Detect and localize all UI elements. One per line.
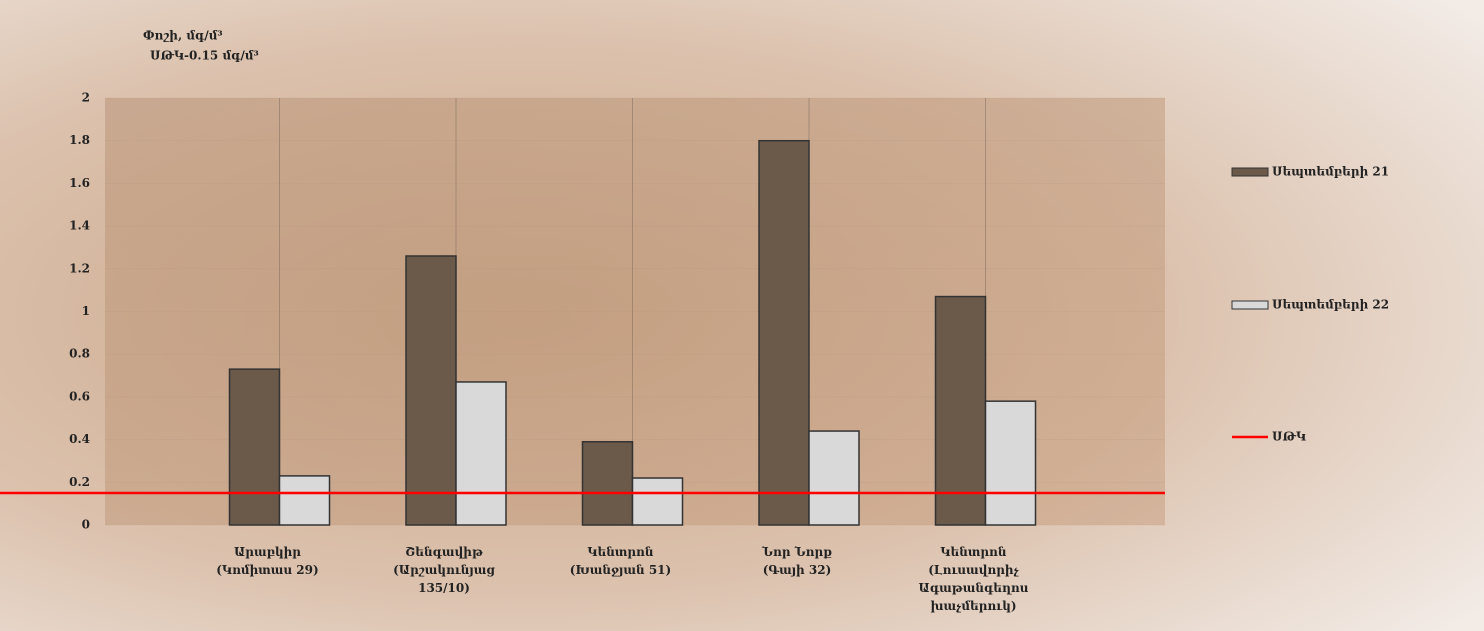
y-tick-label: 1.4 — [69, 219, 90, 233]
y-tick-label: 0 — [82, 518, 90, 532]
chart-title: Փոշի, մգ/մ³ — [143, 29, 223, 43]
x-tick-label: Կենտրոն (Լուսավորիչ Ագաթանգեղոս խաչմերուկ) — [919, 545, 1029, 613]
bar — [758, 139, 810, 526]
y-tick-label: 2 — [82, 91, 90, 105]
bar — [278, 475, 331, 526]
x-tick-label: Նոր Նորք (Գայի 32) — [761, 545, 832, 577]
legend-label: ՍԹԿ — [1272, 430, 1306, 444]
chart-subtitle: ՍԹԿ-0.15 մգ/մ³ — [150, 49, 259, 63]
legend-swatch — [1231, 300, 1269, 310]
y-tick-label: 1.6 — [69, 176, 90, 190]
bar — [631, 477, 684, 526]
legend-label: Սեպտեմբերի 21 — [1272, 165, 1389, 179]
legend-label: Սեպտեմբերի 22 — [1272, 298, 1389, 312]
y-tick-label: 0.8 — [69, 347, 90, 361]
bar — [581, 440, 634, 526]
bar — [405, 255, 457, 526]
x-tick-label: Արաբկիր (Կոմիտաս 29) — [216, 545, 318, 577]
x-tick-label: Շենգավիթ (Արշակունյաց 135/10) — [393, 545, 495, 595]
bar — [934, 295, 987, 526]
bar — [228, 368, 281, 526]
y-tick-label: 1 — [82, 304, 90, 318]
bar — [984, 400, 1037, 526]
legend-swatch — [1231, 167, 1269, 177]
y-tick-label: 0.6 — [69, 389, 90, 403]
bar — [808, 430, 860, 526]
y-tick-label: 0.4 — [69, 432, 90, 446]
bar — [455, 381, 507, 526]
y-tick-label: 1.2 — [69, 261, 90, 275]
y-tick-label: 0.2 — [69, 475, 90, 489]
x-tick-label: Կենտրոն (Խանջյան 51) — [570, 545, 671, 577]
y-tick-label: 1.8 — [69, 133, 90, 147]
